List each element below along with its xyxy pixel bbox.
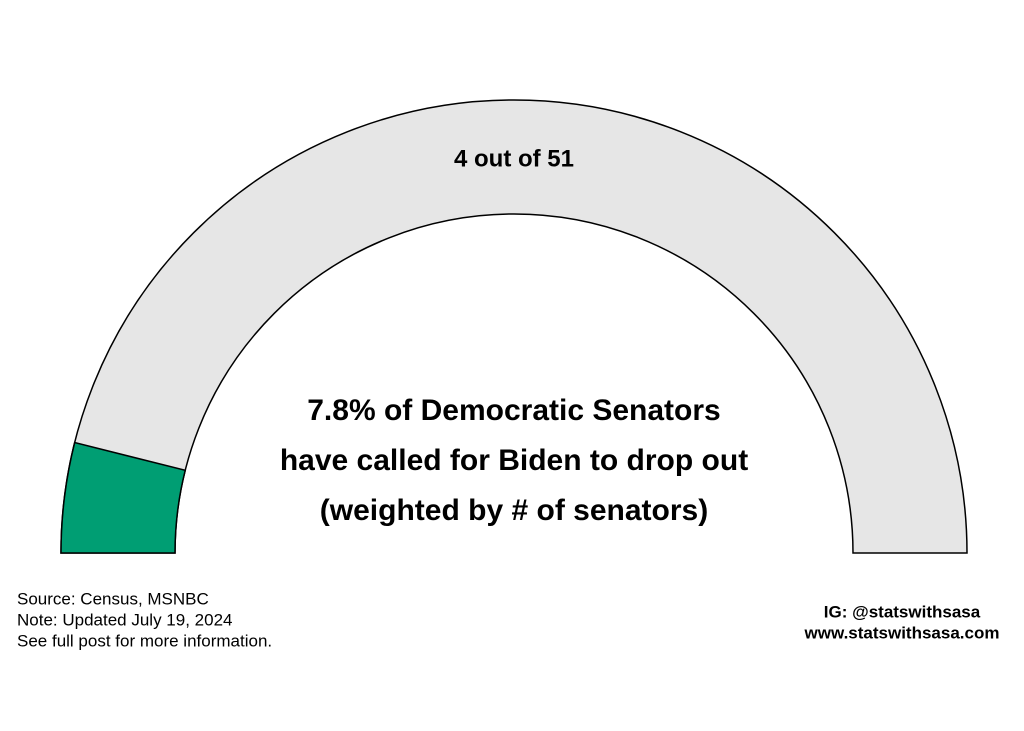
gauge-value — [60, 441, 187, 554]
chart-title: (weighted by # of senators) — [320, 494, 708, 527]
chart-title: 7.8% of Democratic Senators — [307, 394, 720, 427]
source-note: See full post for more information. — [17, 631, 272, 650]
credit: IG: @statswithsasa — [824, 602, 981, 621]
chart-title: have called for Biden to drop out — [280, 444, 748, 477]
source-note: Note: Updated July 19, 2024 — [17, 610, 232, 629]
credit: www.statswithsasa.com — [804, 623, 1000, 642]
gauge-track — [60, 99, 968, 554]
source-note: Source: Census, MSNBC — [17, 589, 209, 608]
value-label: 4 out of 51 — [454, 145, 574, 172]
